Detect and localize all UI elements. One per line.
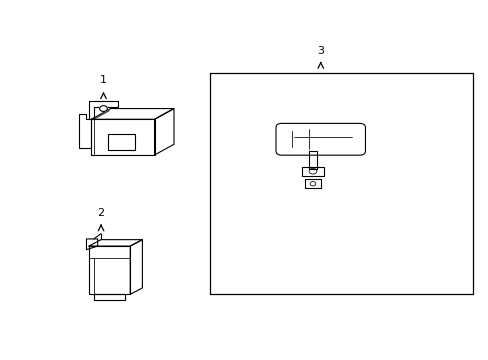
- FancyBboxPatch shape: [275, 123, 365, 155]
- Text: 3: 3: [317, 46, 324, 56]
- Text: 2: 2: [97, 208, 104, 218]
- Text: 1: 1: [100, 75, 107, 85]
- Circle shape: [100, 106, 107, 111]
